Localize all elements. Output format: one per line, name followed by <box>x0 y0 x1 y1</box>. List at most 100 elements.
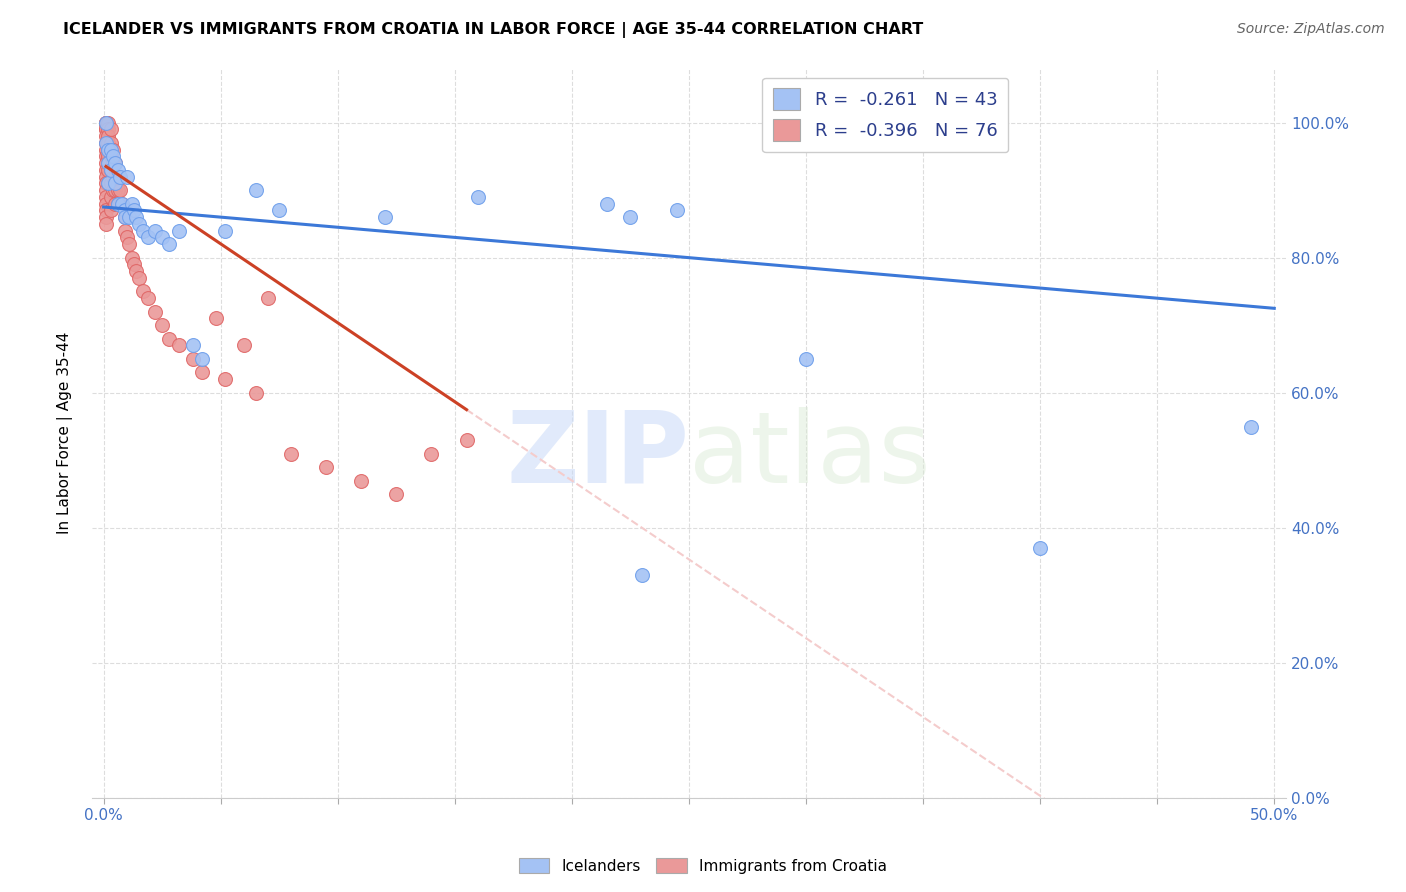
Point <box>94 149 117 163</box>
Point <box>101 143 124 157</box>
Point <box>97 115 120 129</box>
Point <box>94 143 117 157</box>
Point <box>467 190 489 204</box>
Text: atlas: atlas <box>689 407 931 504</box>
Point <box>1240 419 1263 434</box>
Point <box>100 162 122 177</box>
Point <box>269 203 291 218</box>
Point <box>619 210 641 224</box>
Point <box>143 304 166 318</box>
Point <box>101 149 124 163</box>
Point <box>97 129 120 144</box>
Point <box>150 230 173 244</box>
Point <box>132 224 155 238</box>
Point <box>108 196 131 211</box>
Point <box>136 230 159 244</box>
Point <box>205 311 228 326</box>
Point <box>121 196 143 211</box>
Text: ZIP: ZIP <box>506 407 689 504</box>
Point <box>97 143 120 157</box>
Point <box>104 183 127 197</box>
Point <box>122 203 145 218</box>
Point <box>214 372 236 386</box>
Y-axis label: In Labor Force | Age 35-44: In Labor Force | Age 35-44 <box>58 332 73 534</box>
Point <box>94 122 117 136</box>
Point <box>107 162 129 177</box>
Point <box>132 285 155 299</box>
Point <box>128 271 150 285</box>
Point <box>280 446 302 460</box>
Point <box>100 149 122 163</box>
Point <box>350 474 373 488</box>
Point <box>100 136 122 150</box>
Point <box>97 149 120 163</box>
Point <box>100 177 122 191</box>
Point <box>101 169 124 184</box>
Point <box>214 224 236 238</box>
Point <box>150 318 173 333</box>
Point <box>94 136 117 150</box>
Point <box>108 169 131 184</box>
Point <box>1029 541 1052 555</box>
Point <box>111 196 134 211</box>
Point <box>97 122 120 136</box>
Point <box>315 460 337 475</box>
Point <box>245 385 267 400</box>
Point <box>94 190 117 204</box>
Point <box>181 338 204 352</box>
Point <box>94 129 117 144</box>
Point <box>191 351 214 366</box>
Point <box>94 136 117 150</box>
Point <box>118 237 141 252</box>
Point <box>114 210 136 224</box>
Point <box>100 162 122 177</box>
Point <box>107 196 129 211</box>
Point <box>456 433 478 447</box>
Point <box>94 156 117 170</box>
Point <box>191 366 214 380</box>
Point <box>94 115 117 129</box>
Point <box>125 210 148 224</box>
Point <box>107 183 129 197</box>
Point <box>136 291 159 305</box>
Point <box>157 332 180 346</box>
Point <box>115 230 138 244</box>
Text: ICELANDER VS IMMIGRANTS FROM CROATIA IN LABOR FORCE | AGE 35-44 CORRELATION CHAR: ICELANDER VS IMMIGRANTS FROM CROATIA IN … <box>63 22 924 38</box>
Point <box>181 351 204 366</box>
Point <box>97 156 120 170</box>
Point <box>94 177 117 191</box>
Point <box>104 169 127 184</box>
Point <box>97 177 120 191</box>
Point <box>107 169 129 184</box>
Point <box>104 156 127 170</box>
Point <box>100 203 122 218</box>
Point <box>94 183 117 197</box>
Point <box>666 203 689 218</box>
Point <box>157 237 180 252</box>
Point <box>107 196 129 211</box>
Point <box>596 196 619 211</box>
Point <box>233 338 256 352</box>
Point <box>94 203 117 218</box>
Point <box>94 115 117 129</box>
Point <box>97 156 120 170</box>
Point <box>143 224 166 238</box>
Point <box>877 115 900 129</box>
Point <box>167 224 190 238</box>
Point <box>374 210 396 224</box>
Point <box>245 183 267 197</box>
Point <box>385 487 408 501</box>
Point <box>420 446 443 460</box>
Point <box>128 217 150 231</box>
Point <box>794 351 817 366</box>
Point <box>114 224 136 238</box>
Point <box>97 136 120 150</box>
Point <box>108 183 131 197</box>
Legend: R =  -0.261   N = 43, R =  -0.396   N = 76: R = -0.261 N = 43, R = -0.396 N = 76 <box>762 78 1008 153</box>
Point <box>118 210 141 224</box>
Point <box>121 251 143 265</box>
Point <box>94 196 117 211</box>
Point <box>101 156 124 170</box>
Legend: Icelanders, Immigrants from Croatia: Icelanders, Immigrants from Croatia <box>513 852 893 880</box>
Point <box>94 162 117 177</box>
